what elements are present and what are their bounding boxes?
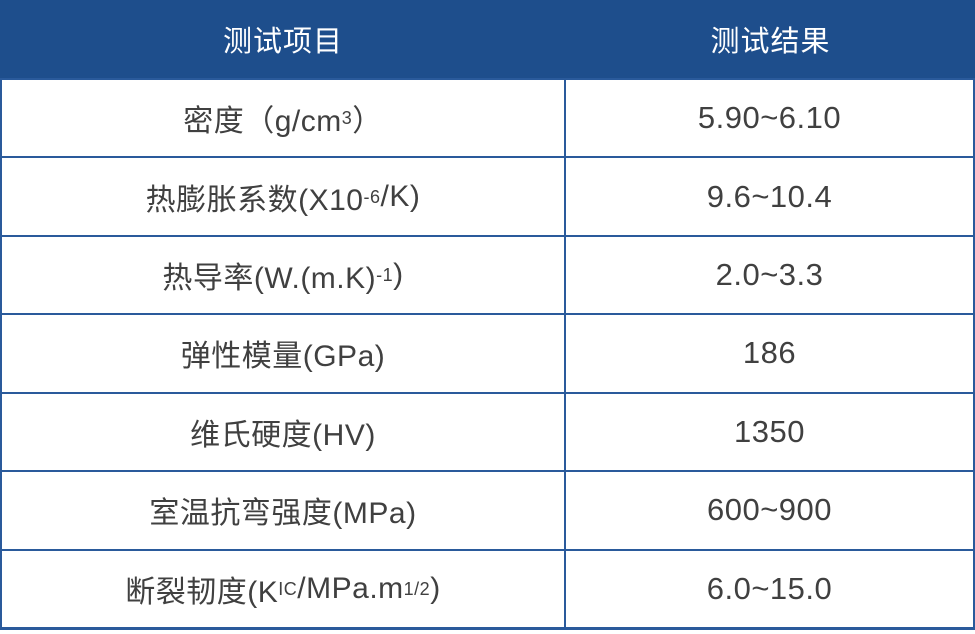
row-label: 热膨胀系数(X10 -6/K) bbox=[2, 158, 566, 235]
row-value: 2.0~3.3 bbox=[715, 257, 824, 293]
table-header-row: 测试项目 测试结果 bbox=[0, 0, 975, 78]
row-label: 密度（g/cm 3） bbox=[2, 80, 566, 157]
table-row: 室温抗弯强度(MPa) 600~900 bbox=[2, 470, 973, 549]
column-header-test-result: 测试结果 bbox=[710, 26, 831, 58]
row-value: 186 bbox=[742, 335, 797, 371]
row-value: 5.90~6.10 bbox=[697, 100, 842, 136]
row-label: 热导率(W.(m.K) -1) bbox=[2, 236, 566, 314]
table-row: 维氏硬度(HV) 1350 bbox=[2, 391, 973, 471]
row-label: 室温抗弯强度(MPa) bbox=[2, 472, 566, 549]
row-label: 弹性模量(GPa) bbox=[2, 315, 566, 392]
row-label: 断裂韧度(K IC/MPa.m 1/2) bbox=[2, 550, 566, 627]
table-row: 弹性模量(GPa) 186 bbox=[2, 313, 973, 392]
row-value: 6.0~15.0 bbox=[706, 570, 833, 606]
row-value: 1350 bbox=[734, 413, 805, 449]
column-header-test-item: 测试项目 bbox=[222, 26, 343, 58]
table-row: 断裂韧度(K IC/MPa.m 1/2) 6.0~15.0 bbox=[2, 548, 973, 627]
row-value: 600~900 bbox=[706, 492, 833, 528]
row-label: 维氏硬度(HV) bbox=[2, 393, 566, 471]
table-row: 热膨胀系数(X10 -6/K) 9.6~10.4 bbox=[2, 156, 973, 235]
row-value: 9.6~10.4 bbox=[706, 178, 833, 214]
table-row: 密度（g/cm 3） 5.90~6.10 bbox=[2, 78, 973, 157]
table-row: 热导率(W.(m.K) -1) 2.0~3.3 bbox=[2, 234, 973, 314]
table-body: 密度（g/cm 3） 5.90~6.10 热膨胀系数(X10 -6/K) 9.6~1… bbox=[2, 78, 973, 627]
